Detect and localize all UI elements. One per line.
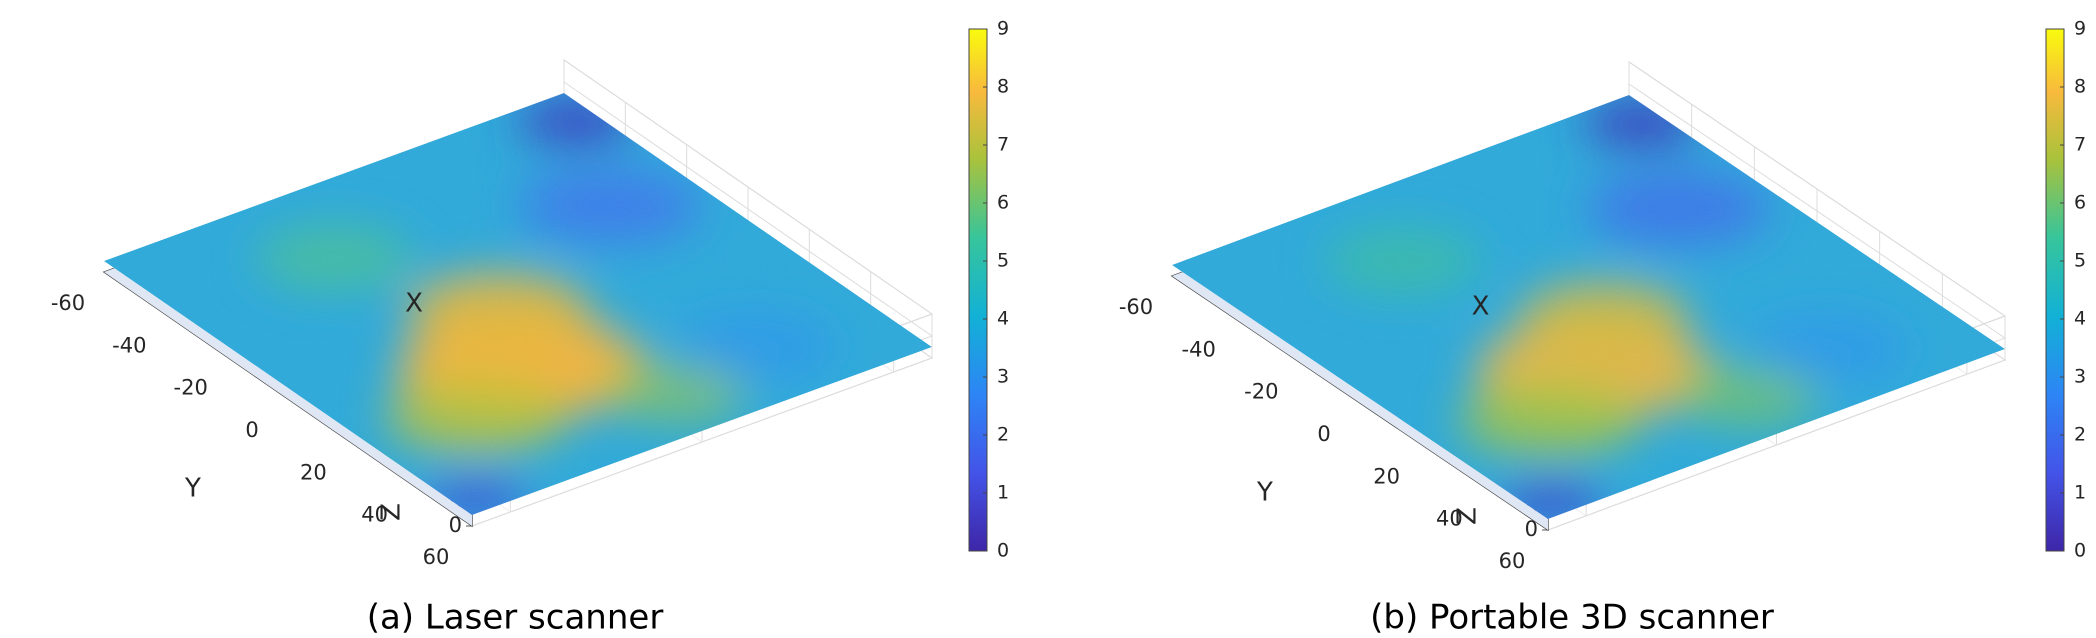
z-axis-label: Z xyxy=(1453,507,1483,525)
surface xyxy=(104,93,932,515)
colorbar-tick-label: 2 xyxy=(997,424,1009,446)
z-axis-label: Z xyxy=(377,503,407,521)
colorbar-tick-label: 9 xyxy=(2074,18,2086,40)
colorbar-tick-label: 5 xyxy=(997,250,1009,272)
colorbar-tick-label: 6 xyxy=(2074,192,2086,214)
surface xyxy=(1172,95,2005,519)
y-tick-label: 20 xyxy=(300,460,327,484)
caption: (b) Portable 3D scanner xyxy=(1370,598,1774,638)
colorbar-tick-label: 1 xyxy=(997,482,1009,504)
y-tick-label: 60 xyxy=(423,545,450,569)
y-tick-label: 40 xyxy=(361,503,388,527)
colorbar xyxy=(968,28,988,552)
y-tick-label: 20 xyxy=(1373,464,1400,488)
colorbar-tick-label: 3 xyxy=(2074,366,2086,388)
colorbar-tick-label: 8 xyxy=(997,76,1009,98)
colorbar-tick-label: 2 xyxy=(2074,424,2086,446)
y-tick-label: -40 xyxy=(1182,337,1216,361)
y-tick-label: 0 xyxy=(1317,422,1330,446)
colorbar-tick-label: 8 xyxy=(2074,76,2086,98)
surface-grain xyxy=(1172,95,2005,519)
y-tick-label: -20 xyxy=(1244,380,1278,404)
y-tick-label: -60 xyxy=(1119,295,1153,319)
colorbar-tick-label: 3 xyxy=(997,366,1009,388)
z-tick-label: 0 xyxy=(1525,517,1538,541)
colorbar xyxy=(2045,28,2065,552)
z-tick-label: 0 xyxy=(449,513,462,537)
colorbar-tick-label: 4 xyxy=(997,308,1009,330)
colorbar-tick-label: 7 xyxy=(997,134,1009,156)
y-tick-label: 60 xyxy=(1499,549,1526,573)
colorbar-tick-label: 0 xyxy=(997,540,1009,562)
y-axis-label: Y xyxy=(1256,478,1273,508)
colorbar-tick-label: 7 xyxy=(2074,134,2086,156)
colorbar-tick-label: 1 xyxy=(2074,482,2086,504)
x-axis-label: X xyxy=(405,289,423,319)
y-tick-label: -60 xyxy=(51,291,85,315)
colorbar-tick-label: 9 xyxy=(997,18,1009,40)
surface-chart: -50050-60-40-2002040600510XYZ0123456789(… xyxy=(51,18,1009,638)
y-tick-label: -40 xyxy=(112,333,146,357)
surface-chart: -50050-60-40-2002040600510XYZ0123456789(… xyxy=(1119,18,2086,638)
colorbar-tick-label: 0 xyxy=(2074,540,2086,562)
y-tick-label: 40 xyxy=(1436,507,1463,531)
colorbar-tick-label: 5 xyxy=(2074,250,2086,272)
colorbar-tick-label: 4 xyxy=(2074,308,2086,330)
colorbar-tick-label: 6 xyxy=(997,192,1009,214)
x-axis-label: X xyxy=(1472,292,1490,322)
y-tick-label: 0 xyxy=(245,418,258,442)
surface-grain xyxy=(104,93,932,515)
caption: (a) Laser scanner xyxy=(367,598,664,638)
y-tick-label: -20 xyxy=(174,376,208,400)
y-axis-label: Y xyxy=(184,474,201,504)
